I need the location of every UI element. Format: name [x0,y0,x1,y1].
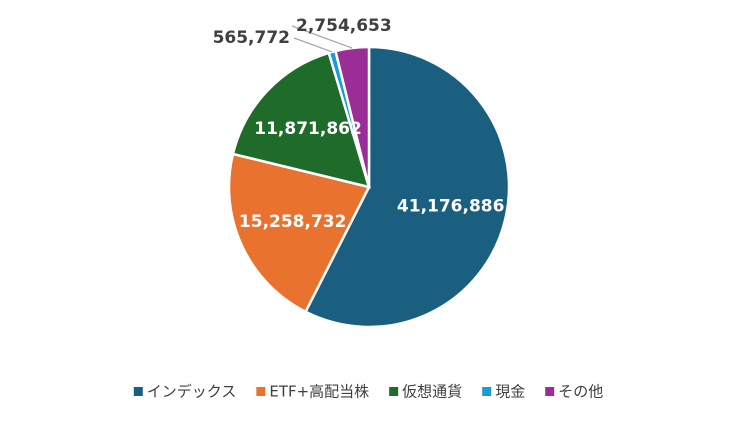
pie-slice [333,45,371,188]
data-label: 41,176,886 [397,197,505,217]
pie-slice [227,152,371,314]
leader-line [291,25,353,49]
legend-marker [256,387,266,396]
leader-line [293,37,333,53]
data-label: 2,754,653 [296,16,392,36]
pie-slice [303,45,511,329]
legend-label: 現金 [495,383,525,401]
legend-marker [389,387,399,396]
legend-marker [482,387,492,396]
legend-label: インデックス [147,383,237,401]
legend-label: 仮想通貨 [402,383,462,401]
legend-marker [133,387,143,396]
pie-slice [231,51,371,189]
data-label: 565,772 [213,28,290,48]
data-label: 15,258,732 [239,212,347,232]
legend: インデックス ETF+高配当株 仮想通貨 現金 その他 [133,383,603,401]
data-label: 11,871,862 [254,119,362,139]
legend-label: その他 [558,383,603,401]
legend-marker [545,387,555,396]
legend-label: ETF+高配当株 [269,383,369,401]
